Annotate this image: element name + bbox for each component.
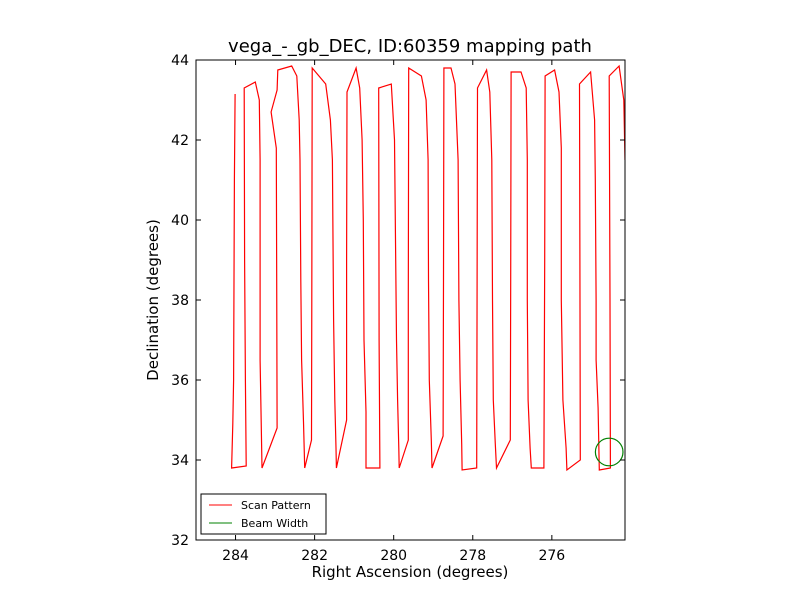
series-layer — [230, 64, 625, 472]
x-axis-label: Right Ascension (degrees) — [312, 563, 509, 581]
legend-beam-width-label: Beam Width — [241, 517, 308, 530]
legend: Scan Pattern Beam Width — [200, 493, 327, 535]
y-axis-ticks: 32 34 36 38 40 42 44 — [171, 53, 625, 549]
x-tick-label: 276 — [538, 548, 565, 564]
x-tick-label: 280 — [380, 548, 407, 564]
chart-title: vega_-_gb_DEC, ID:60359 mapping path — [228, 36, 592, 57]
beam-width-circle — [594, 437, 624, 467]
legend-box — [200, 493, 327, 535]
y-tick-label: 36 — [171, 373, 189, 389]
x-tick-label: 282 — [301, 548, 328, 564]
x-tick-label: 278 — [459, 548, 486, 564]
scan-pattern-line — [230, 64, 625, 472]
y-tick-label: 40 — [171, 213, 189, 229]
y-tick-label: 44 — [171, 53, 189, 69]
y-axis-label: Declination (degrees) — [144, 219, 162, 381]
x-tick-label: 284 — [222, 548, 249, 564]
legend-scan-pattern-label: Scan Pattern — [241, 499, 311, 512]
x-axis-ticks: 284 282 280 278 276 — [222, 60, 565, 564]
y-tick-label: 34 — [171, 453, 189, 469]
y-tick-label: 38 — [171, 293, 189, 309]
plot-area: 284 282 280 278 276 32 34 36 38 40 42 44 — [171, 53, 626, 564]
y-tick-label: 42 — [171, 133, 189, 149]
y-tick-label: 32 — [171, 533, 189, 549]
